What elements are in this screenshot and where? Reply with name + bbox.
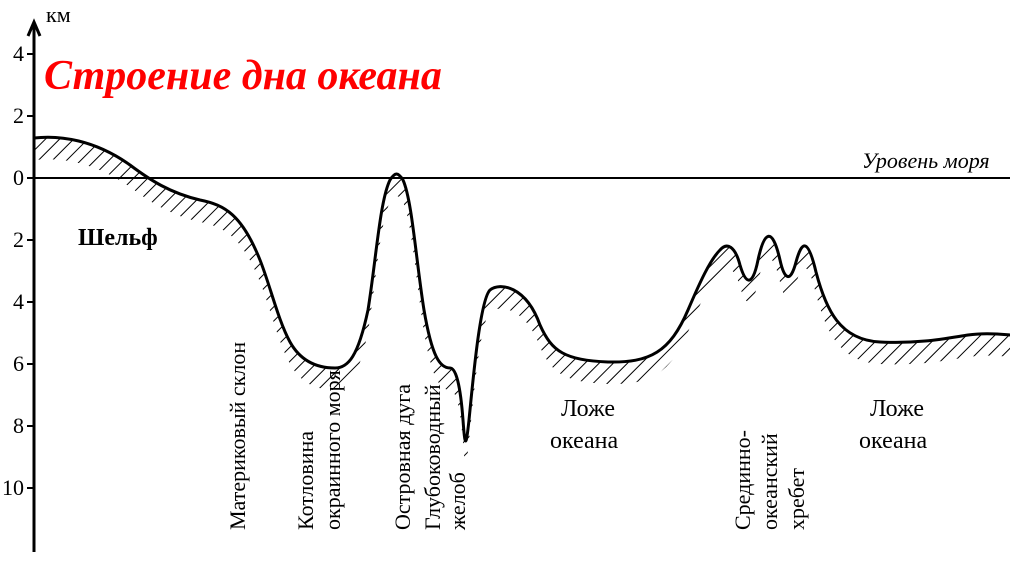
seafloor-profile [34, 137, 1010, 441]
label-basin: Котловина [293, 431, 319, 530]
y-axis [28, 22, 40, 552]
label-shelf: Шельф [78, 225, 158, 252]
label-ocean-bed-2a: Ложе [870, 396, 924, 423]
tick-label: 4 [13, 289, 24, 315]
label-ocean-bed-1a: Ложе [561, 396, 615, 423]
tick-label: 4 [13, 41, 24, 67]
tick-label: 2 [13, 227, 24, 253]
label-marginal-sea: окраинного моря [320, 370, 346, 530]
label-continental-slope: Материковый склон [225, 342, 251, 530]
tick-label: 0 [13, 165, 24, 191]
axis-unit-label: км [46, 2, 71, 28]
sea-level-label: Уровень моря [862, 148, 990, 174]
label-ocean-bed-2b: океана [859, 428, 927, 455]
tick-label: 2 [13, 103, 24, 129]
label-ocean-bed-1b: океана [550, 428, 618, 455]
label-ridge-1: Срединно- [730, 430, 756, 530]
label-island-arc: Островная дуга [390, 384, 416, 530]
ocean-floor-diagram: Строение дна океана км Уровень моря 4 2 0 2… [0, 0, 1024, 574]
diagram-title: Строение дна океана [44, 52, 442, 100]
tick-label: 8 [13, 413, 24, 439]
label-ridge-3: хребет [784, 468, 810, 530]
tick-label: 6 [13, 351, 24, 377]
tick-label: 10 [2, 475, 24, 501]
label-ridge-2: океанский [757, 433, 783, 530]
label-trench-1: Глубоководный [420, 384, 446, 530]
label-trench-2: желоб [445, 472, 471, 530]
